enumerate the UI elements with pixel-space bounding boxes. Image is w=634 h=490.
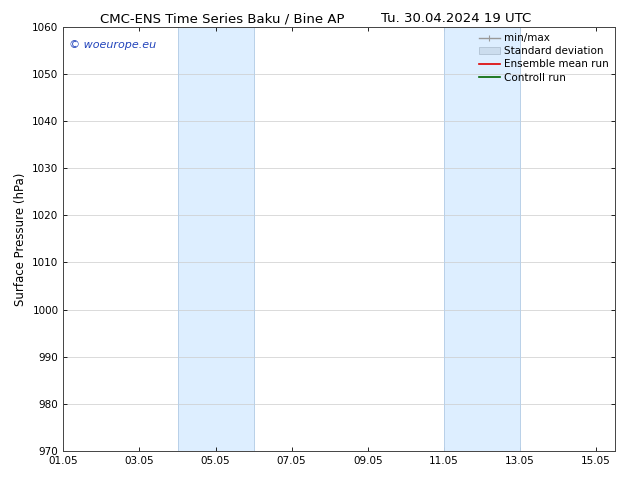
Y-axis label: Surface Pressure (hPa): Surface Pressure (hPa) (14, 172, 27, 306)
Text: CMC-ENS Time Series Baku / Bine AP: CMC-ENS Time Series Baku / Bine AP (100, 12, 344, 25)
Text: © woeurope.eu: © woeurope.eu (69, 40, 156, 49)
Bar (178, 27, 254, 451)
Bar (444, 27, 520, 451)
Legend: min/max, Standard deviation, Ensemble mean run, Controll run: min/max, Standard deviation, Ensemble me… (475, 29, 613, 87)
Text: Tu. 30.04.2024 19 UTC: Tu. 30.04.2024 19 UTC (382, 12, 531, 25)
